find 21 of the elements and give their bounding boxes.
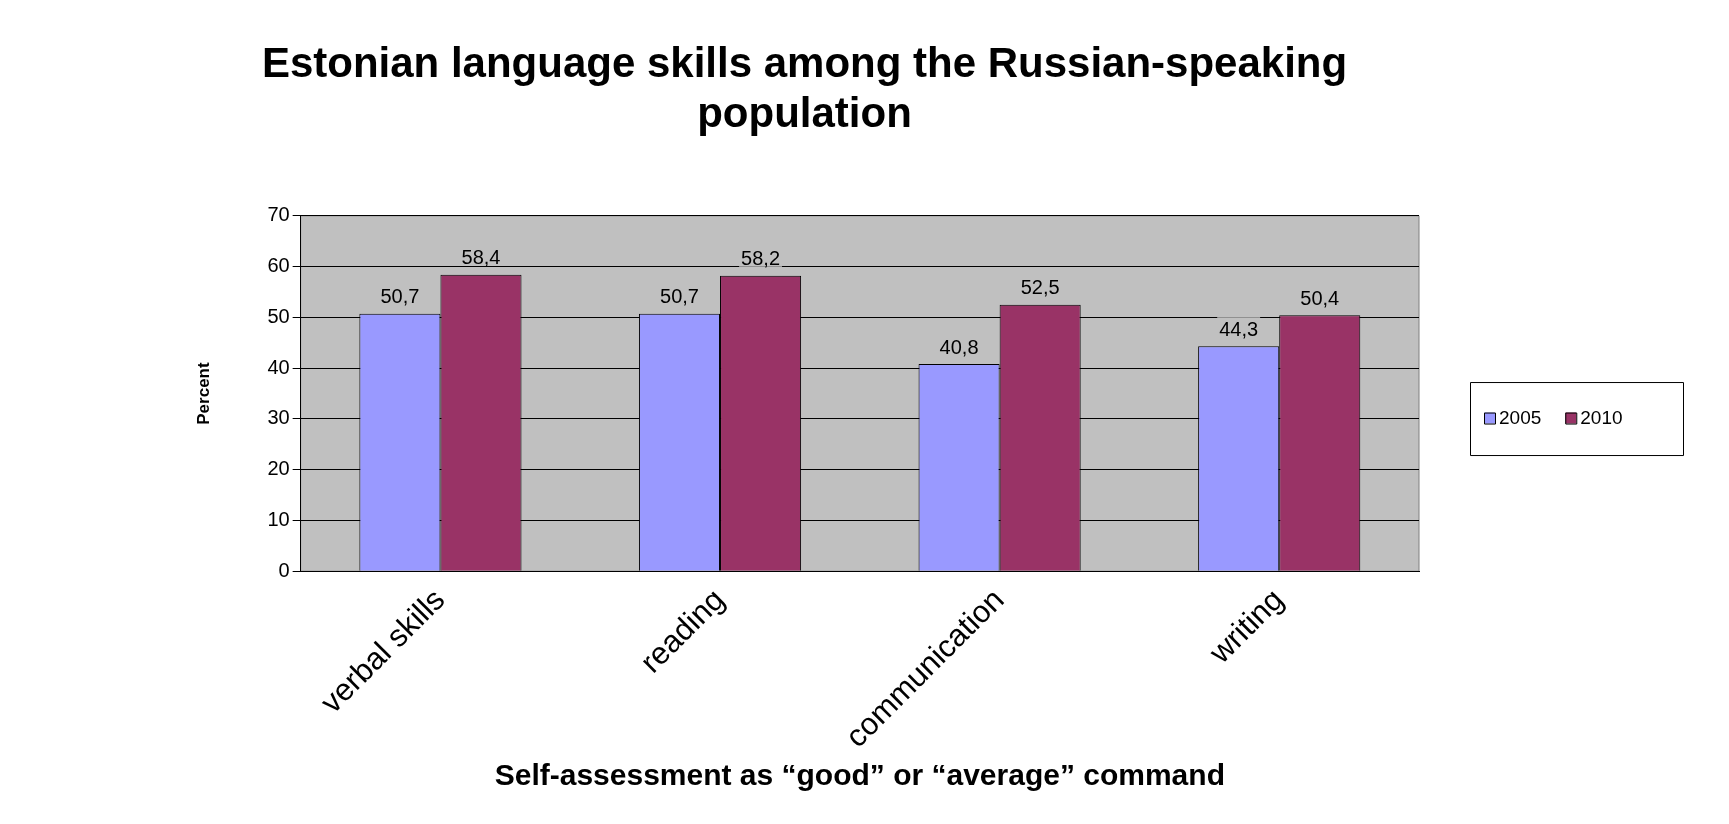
y-tick-label: 20 [267, 457, 290, 480]
legend-label: 2010 [1580, 406, 1623, 428]
legend-label: 2005 [1499, 406, 1542, 428]
data-label: 58,2 [741, 247, 781, 270]
data-label: 52,5 [1020, 276, 1060, 299]
data-label: 40,8 [939, 335, 979, 358]
y-tick-label: 40 [267, 355, 290, 378]
y-tick-label: 30 [267, 406, 290, 429]
y-tick-label: 70 [267, 203, 290, 226]
x-axis-title: Self-assessment as “good” or “average” command [494, 758, 1225, 792]
data-label: 50,7 [380, 285, 420, 308]
data-label: 50,7 [660, 285, 699, 308]
data-label: 50,4 [1300, 286, 1340, 309]
y-tick-label: 0 [278, 558, 290, 581]
chart-title: Estonian language skills among the Russian-speaking population [261, 38, 1348, 137]
data-label: 58,4 [461, 246, 501, 269]
data-label: 44,3 [1219, 317, 1259, 340]
y-tick-label: 60 [267, 254, 290, 277]
y-tick-label: 10 [267, 508, 290, 531]
y-tick-label: 50 [267, 304, 290, 327]
y-axis-title: Percent [193, 362, 213, 425]
